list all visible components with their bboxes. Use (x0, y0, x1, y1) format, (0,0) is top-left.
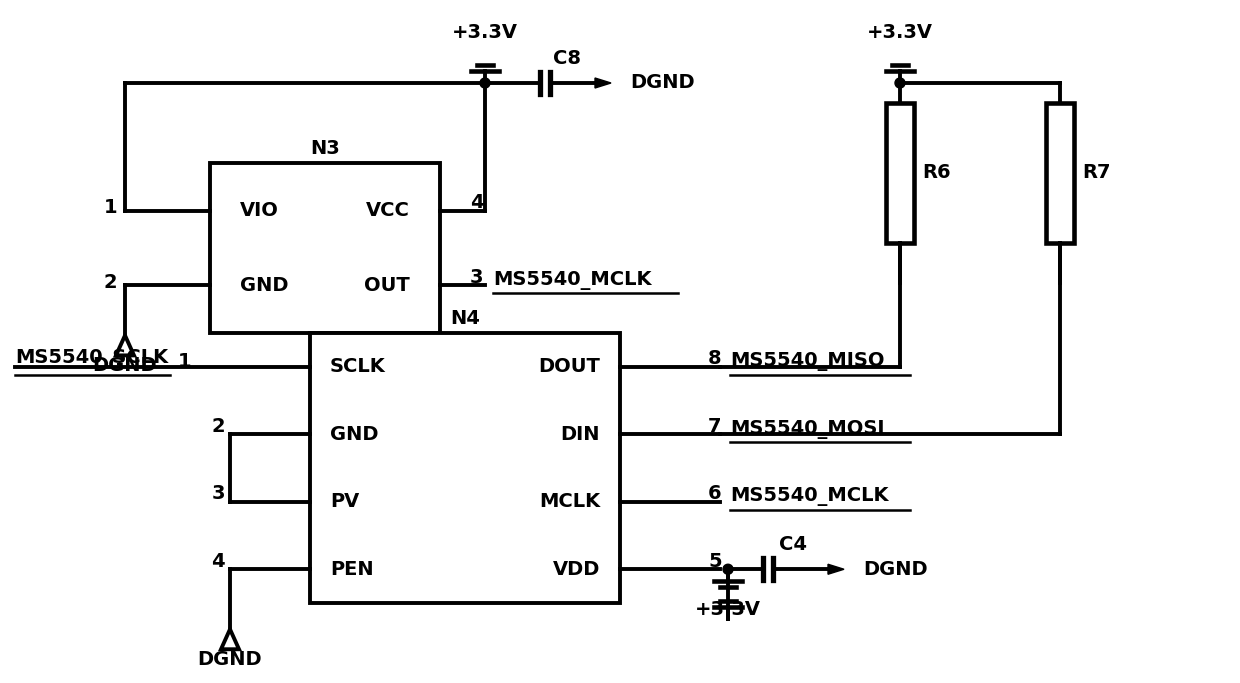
Text: N4: N4 (450, 309, 480, 329)
Text: VDD: VDD (553, 560, 600, 579)
Text: PEN: PEN (330, 560, 373, 579)
Text: MS5540_MCLK: MS5540_MCLK (494, 271, 651, 290)
Text: VCC: VCC (366, 201, 410, 220)
Circle shape (723, 564, 733, 574)
Text: 3: 3 (470, 268, 484, 287)
Text: 1: 1 (103, 198, 117, 217)
Bar (210, 163, 440, 333)
Text: MS5540_MOSI: MS5540_MOSI (730, 420, 884, 438)
Text: C4: C4 (779, 535, 807, 554)
Text: +3.3V: +3.3V (867, 23, 932, 42)
Bar (310, 333, 620, 603)
Text: 6: 6 (708, 484, 722, 503)
Text: 4: 4 (211, 552, 224, 571)
Text: +3.3V: +3.3V (694, 600, 761, 619)
Text: 1: 1 (179, 352, 192, 372)
Polygon shape (828, 564, 844, 574)
Bar (1047, 103, 1074, 243)
Text: MS5540_SCLK: MS5540_SCLK (15, 349, 169, 368)
Text: PV: PV (330, 492, 360, 512)
Text: 4: 4 (470, 193, 484, 212)
Text: 8: 8 (708, 349, 722, 368)
Polygon shape (595, 78, 611, 88)
Text: 7: 7 (708, 417, 722, 436)
Text: GND: GND (241, 276, 289, 295)
Text: 3: 3 (212, 484, 224, 503)
Text: MS5540_MCLK: MS5540_MCLK (730, 487, 889, 506)
Text: MS5540_MISO: MS5540_MISO (730, 352, 884, 372)
Text: SCLK: SCLK (330, 357, 386, 376)
Text: OUT: OUT (365, 276, 410, 295)
Text: VIO: VIO (241, 201, 279, 220)
Text: N3: N3 (310, 139, 340, 158)
Text: DGND: DGND (863, 560, 928, 579)
Bar (887, 103, 914, 243)
Text: DGND: DGND (630, 74, 694, 92)
Circle shape (895, 78, 905, 88)
Circle shape (480, 78, 490, 88)
Text: 5: 5 (708, 552, 722, 571)
Text: DIN: DIN (560, 425, 600, 444)
Text: +3.3V: +3.3V (453, 23, 518, 42)
Text: R6: R6 (923, 163, 951, 182)
Text: MCLK: MCLK (539, 492, 600, 512)
Text: 2: 2 (103, 273, 117, 292)
Text: DOUT: DOUT (538, 357, 600, 376)
Text: DGND: DGND (197, 650, 263, 669)
Text: C8: C8 (553, 48, 582, 68)
Text: R7: R7 (1083, 163, 1111, 182)
Text: DGND: DGND (93, 356, 157, 375)
Text: GND: GND (330, 425, 378, 444)
Text: 2: 2 (211, 417, 224, 436)
